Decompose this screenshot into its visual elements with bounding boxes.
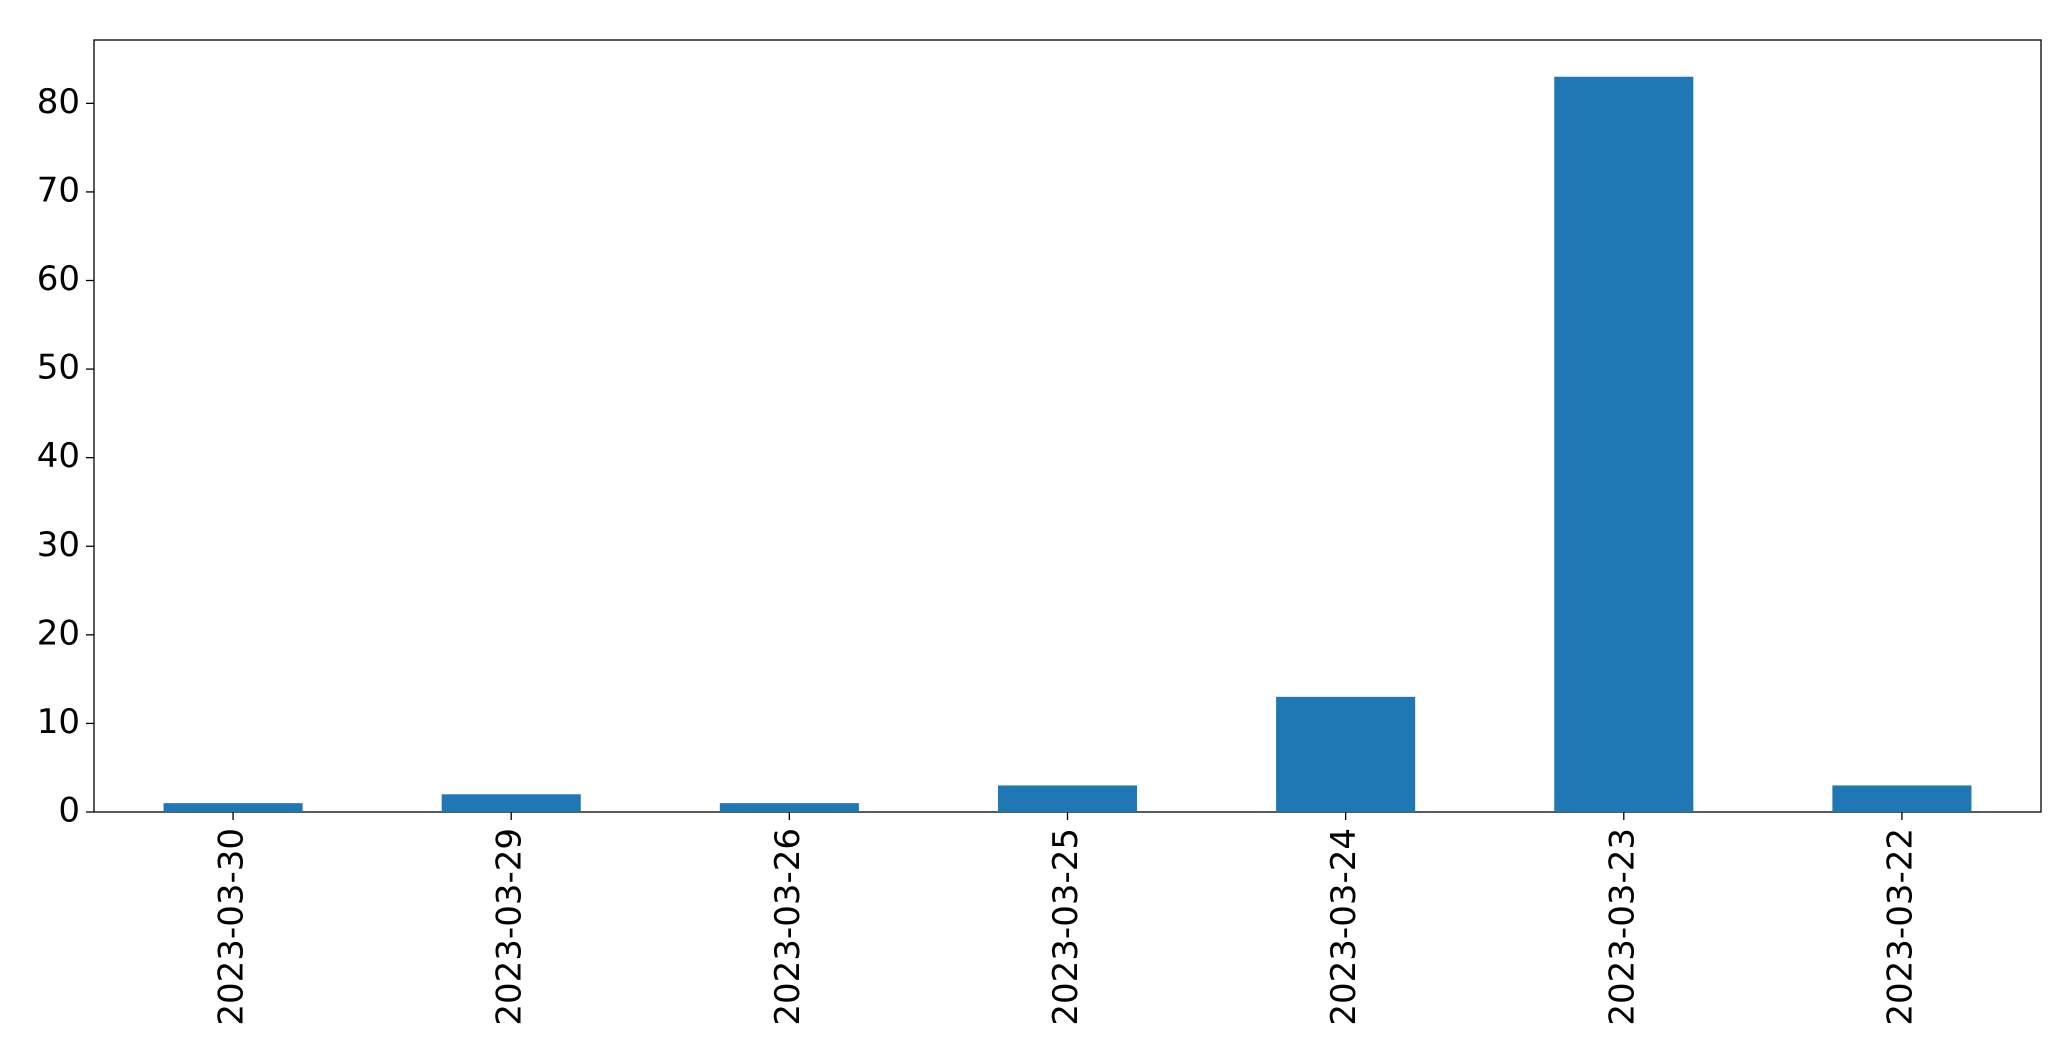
y-tick-label: 20 xyxy=(37,613,80,653)
x-tick-label: 2023-03-29 xyxy=(490,828,530,1026)
x-tick-label: 2023-03-25 xyxy=(1046,828,1086,1026)
bar xyxy=(163,803,303,812)
x-tick-label: 2023-03-23 xyxy=(1602,828,1642,1026)
plot-frame xyxy=(93,39,2042,813)
x-tick-label: 2023-03-26 xyxy=(768,828,808,1026)
bar xyxy=(1276,696,1416,812)
x-tick-label: 2023-03-22 xyxy=(1880,828,1920,1026)
y-tick-label: 0 xyxy=(58,791,80,831)
y-tick-label: 50 xyxy=(37,348,80,388)
bar xyxy=(997,785,1138,812)
bar xyxy=(1832,785,1972,812)
y-tick-label: 30 xyxy=(37,525,80,565)
x-tick-label: 2023-03-24 xyxy=(1324,828,1364,1026)
y-tick-label: 80 xyxy=(37,82,80,122)
y-tick-label: 40 xyxy=(37,436,80,476)
y-tick-label: 10 xyxy=(37,702,80,742)
y-tick-label: 70 xyxy=(37,170,80,210)
y-tick-label: 60 xyxy=(37,259,80,299)
bar xyxy=(441,794,581,812)
bar xyxy=(719,803,859,812)
bar xyxy=(1554,76,1694,812)
x-tick-label: 2023-03-30 xyxy=(212,828,252,1026)
